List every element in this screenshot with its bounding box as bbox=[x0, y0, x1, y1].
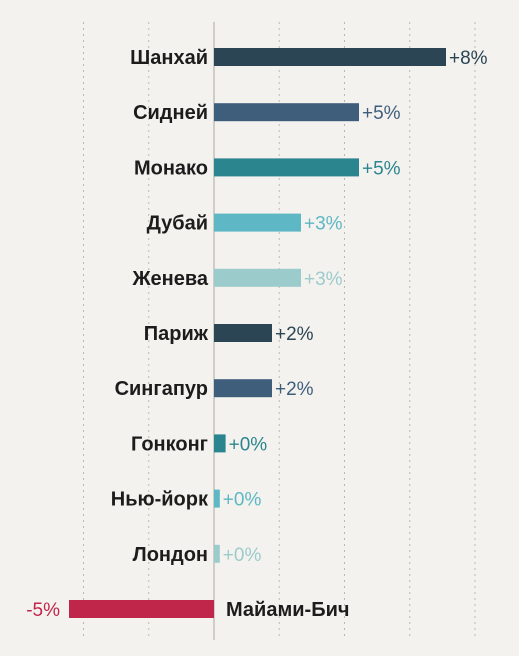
category-label-0: Шанхай bbox=[130, 47, 208, 69]
bar-2 bbox=[214, 158, 359, 177]
value-label-8: +0% bbox=[223, 490, 262, 511]
value-label-7: +0% bbox=[229, 434, 268, 455]
value-label-5: +2% bbox=[275, 324, 314, 345]
value-label-6: +2% bbox=[275, 379, 314, 400]
value-label-4: +3% bbox=[304, 269, 343, 290]
bar-3 bbox=[214, 213, 301, 232]
bar-8 bbox=[214, 489, 220, 508]
bar-10 bbox=[69, 600, 214, 618]
value-label-3: +3% bbox=[304, 214, 343, 235]
bar-6 bbox=[214, 379, 272, 398]
category-label-3: Дубай bbox=[147, 213, 208, 235]
category-label-8: Нью-йорк bbox=[111, 489, 209, 511]
value-label-2: +5% bbox=[362, 158, 401, 179]
category-label-7: Гонконг bbox=[131, 433, 208, 455]
category-label-9: Лондон bbox=[133, 544, 208, 566]
bar-9 bbox=[214, 544, 220, 563]
bar-7 bbox=[214, 434, 226, 453]
value-label-0: +8% bbox=[449, 48, 488, 69]
bar-0 bbox=[214, 48, 446, 66]
value-label-10: -5% bbox=[26, 600, 60, 621]
category-label-6: Сингапур bbox=[115, 378, 208, 400]
category-label-2: Монако bbox=[134, 157, 208, 179]
bars bbox=[69, 48, 446, 618]
category-label-10: Майами-Бич bbox=[226, 599, 349, 621]
category-label-5: Париж bbox=[144, 323, 209, 345]
category-label-1: Сидней bbox=[133, 102, 208, 124]
bar-1 bbox=[214, 103, 359, 122]
category-label-4: Женева bbox=[131, 268, 208, 290]
value-label-9: +0% bbox=[223, 545, 262, 566]
bar-5 bbox=[214, 324, 272, 342]
labels: Шанхай +8% Сидней +5% Монако +5% Дубай +3% Женев… bbox=[26, 47, 487, 621]
bar-4 bbox=[214, 268, 301, 287]
value-label-1: +5% bbox=[362, 103, 401, 124]
